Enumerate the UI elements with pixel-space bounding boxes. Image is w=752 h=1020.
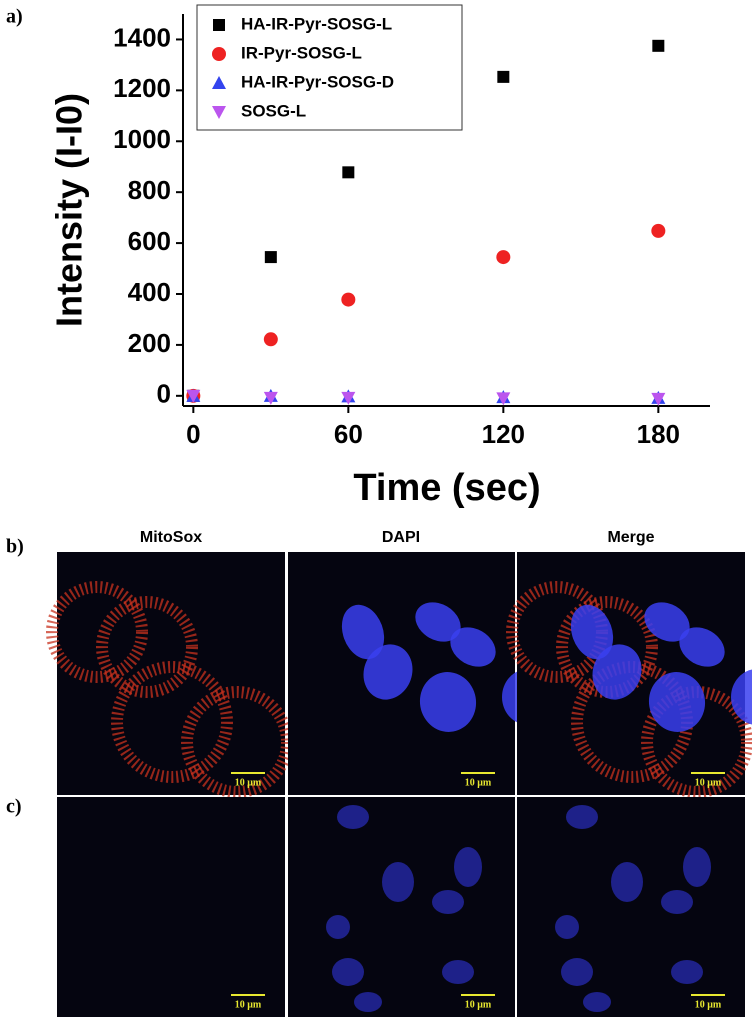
nucleus	[341, 604, 385, 660]
nucleus	[679, 627, 725, 667]
marker	[263, 332, 278, 347]
panel-label: a)	[6, 6, 23, 28]
nucleus	[419, 672, 477, 732]
marker	[212, 76, 226, 89]
scale-bar-label: 10 μm	[235, 999, 262, 1010]
nucleus	[363, 644, 413, 700]
micrograph	[57, 552, 285, 795]
column-title: Merge	[607, 529, 654, 546]
legend: HA-IR-Pyr-SOSG-L IR-Pyr-SOSG-L HA-IR-Pyr-S…	[196, 4, 463, 131]
nucleus	[644, 602, 690, 642]
y-tick-label: 1400	[113, 22, 171, 52]
micrograph	[57, 797, 285, 1017]
cells	[555, 805, 711, 1012]
legend-label: HA-IR-Pyr-SOSG-D	[241, 72, 394, 91]
nucleus	[326, 915, 350, 939]
nucleus	[611, 862, 643, 902]
nucleus	[648, 672, 706, 732]
scale-bar-label: 10 μm	[465, 777, 492, 788]
legend-label: SOSG-L	[241, 101, 306, 120]
nucleus	[382, 862, 414, 902]
nucleus	[570, 604, 614, 660]
y-tick-label: 1000	[113, 124, 171, 154]
cells	[46, 581, 293, 798]
nucleus	[354, 992, 382, 1012]
x-tick-label: 0	[186, 419, 200, 449]
nucleus	[566, 805, 598, 829]
y-axis-title: Intensity (I-I0)	[49, 93, 90, 327]
mito-stain	[46, 581, 148, 683]
nucleus	[337, 805, 369, 829]
legend-label: IR-Pyr-SOSG-L	[241, 43, 362, 62]
micrographs: 10 μm 10 μm 10 μm 10 μm 10 μm 10 μm	[46, 552, 752, 1017]
nucleus	[415, 602, 461, 642]
marker	[496, 250, 511, 265]
scale-bar-label: 10 μm	[695, 777, 722, 788]
marker	[652, 39, 665, 52]
marker	[212, 47, 226, 61]
scale-bar-label: 10 μm	[695, 999, 722, 1010]
micrograph	[288, 797, 515, 1017]
y-tick-label: 800	[128, 175, 171, 205]
nucleus	[671, 960, 703, 984]
scale-bar-label: 10 μm	[465, 999, 492, 1010]
micrograph	[517, 797, 745, 1017]
marker	[263, 391, 278, 405]
y-tick-label: 600	[128, 226, 171, 256]
y-tick-label: 400	[128, 277, 171, 307]
nucleus	[555, 915, 579, 939]
chart: 0 200 400 600 800 1000 1200 1400 0 60 120 180 Time (…	[49, 4, 710, 509]
legend-label: HA-IR-Pyr-SOSG-L	[241, 14, 392, 33]
nucleus	[683, 847, 711, 887]
x-tick-label: 180	[637, 419, 680, 449]
marker	[341, 292, 356, 307]
cells	[326, 805, 482, 1012]
y-tick-label: 1200	[113, 73, 171, 103]
mito-stain	[111, 661, 233, 783]
marker	[186, 389, 201, 403]
marker	[342, 166, 355, 179]
nucleus	[731, 669, 752, 725]
scale-bar-label: 10 μm	[235, 777, 262, 788]
legend-box	[196, 4, 463, 131]
mito-stain	[181, 686, 293, 798]
nucleus	[450, 627, 496, 667]
marker	[341, 391, 356, 405]
marker	[213, 19, 225, 31]
x-axis-title: Time (sec)	[353, 467, 540, 509]
x-tick-label: 120	[482, 419, 525, 449]
cells	[506, 581, 752, 798]
nucleus	[661, 890, 693, 914]
marker	[651, 223, 666, 238]
nucleus	[561, 958, 593, 986]
nucleus	[332, 958, 364, 986]
marker	[212, 106, 226, 119]
panel-label: c)	[6, 796, 22, 818]
nucleus	[442, 960, 474, 984]
y-tick-label: 200	[128, 328, 171, 358]
mito-stain	[96, 596, 198, 698]
x-tick-label: 60	[334, 419, 363, 449]
column-title: MitoSox	[140, 529, 202, 546]
marker	[264, 251, 277, 264]
nucleus	[454, 847, 482, 887]
y-tick-label: 0	[157, 379, 171, 409]
column-title: DAPI	[382, 529, 420, 546]
nucleus	[583, 992, 611, 1012]
panel-label: b)	[6, 536, 24, 558]
nucleus	[592, 644, 642, 700]
marker	[496, 392, 511, 406]
marker	[497, 70, 510, 83]
nucleus	[432, 890, 464, 914]
marker	[651, 392, 666, 406]
